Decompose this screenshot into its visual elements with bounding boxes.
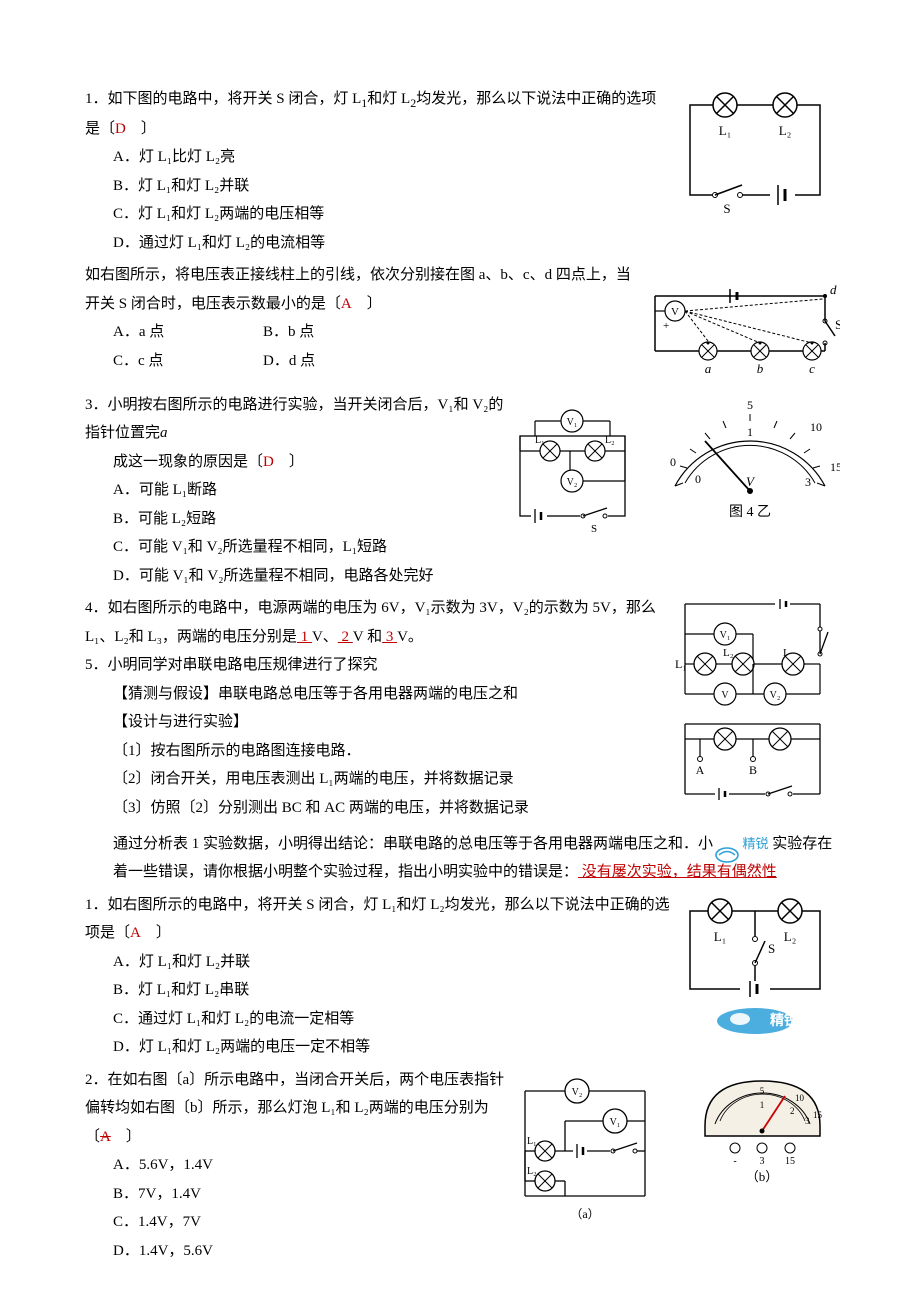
q4-ans3: 3 (382, 629, 397, 645)
q2-optB: B．b 点 (263, 318, 413, 347)
svg-text:L₂: L₂ (784, 929, 796, 944)
q3-optD: D．可能 V₁和 V₂所选量程不相同，电路各处完好 (113, 562, 840, 591)
q5-diagram: V₁ L₁ L₂ L₃ V V₂ (665, 594, 840, 830)
svg-text:精锐: 精锐 (770, 1012, 798, 1029)
question-4-5: V₁ L₁ L₂ L₃ V V₂ (85, 594, 840, 887)
svg-text:b: b (757, 361, 764, 376)
svg-text:V₂: V₂ (572, 1087, 583, 1098)
q5-concl: 通过分析表 1 实验数据，小明得出结论：串联电路的总电压等于各用电器两端电压之和… (113, 836, 713, 852)
svg-text:L₁: L₁ (527, 1136, 537, 1147)
q2b-meter: 5 10 15 1 2 3 - 3 15 （b） (685, 1066, 840, 1197)
svg-text:0: 0 (695, 472, 701, 486)
q2-answer: A (341, 296, 352, 312)
q1-s-label: S (723, 201, 730, 216)
q1-diagram: L₁ L₂ S (670, 85, 840, 231)
svg-text:10: 10 (810, 420, 822, 434)
svg-text:L₁: L₁ (714, 929, 726, 944)
svg-text:10: 10 (795, 1093, 805, 1103)
q4-ans1: 1 (297, 629, 312, 645)
q1-optD: D．通过灯 L₁和灯 L₂的电流相等 (113, 229, 840, 258)
q2b-optC: C．1.4V，7V (113, 1208, 840, 1237)
q2b-answer: A (100, 1129, 111, 1145)
svg-text:15: 15 (830, 460, 840, 474)
svg-text:V: V (746, 474, 756, 489)
svg-text:A: A (696, 763, 705, 777)
q1-text: 1．如下图的电路中，将开关 S 闭合，灯 L1和灯 L2均发光，那么以下说法中正… (85, 91, 656, 137)
question-1b: L₁ L₂ S 精锐 1．如右图所示的电路中，将开关 S 闭合，灯 L₁和灯 L… (85, 891, 840, 1062)
svg-text:-: - (733, 1156, 736, 1167)
q2-optC: C．c 点 (113, 347, 263, 376)
svg-text:L₂: L₂ (527, 1166, 537, 1177)
svg-text:3: 3 (805, 475, 811, 489)
svg-text:V₁: V₁ (567, 417, 578, 428)
svg-text:V₂: V₂ (770, 690, 781, 701)
svg-text:a: a (705, 361, 712, 376)
svg-text:5: 5 (760, 1086, 765, 1096)
svg-text:（b）: （b） (746, 1169, 779, 1184)
svg-text:c: c (809, 361, 815, 376)
svg-text:0: 0 (670, 455, 676, 469)
q4-ans2: 2 (338, 629, 353, 645)
q1b-text: 1．如右图所示的电路中，将开关 S 闭合，灯 L₁和灯 L₂均发光，那么以下说法… (85, 897, 670, 942)
svg-text:d: d (830, 282, 837, 297)
svg-text:V₂: V₂ (567, 477, 578, 488)
svg-text:1: 1 (760, 1100, 765, 1110)
svg-text:（a）: （a） (570, 1207, 599, 1221)
svg-text:V₁: V₁ (610, 1117, 621, 1128)
svg-text:L₂: L₂ (723, 647, 734, 659)
svg-text:L₂: L₂ (605, 435, 615, 446)
svg-text:V: V (721, 690, 729, 701)
watermark-label: 精锐 (743, 836, 769, 851)
q5-hyp-label: 【猜测与假设】 (113, 686, 218, 702)
svg-text:+: + (663, 320, 669, 332)
q2b-text: 2．在如右图〔a〕所示电路中，当闭合开关后，两个电压表指针偏转均如右图〔b〕所示… (85, 1072, 504, 1145)
q3-a-label: a (160, 425, 168, 441)
svg-text:5: 5 (747, 398, 753, 412)
q1-l1-label: L₁ (719, 123, 731, 138)
svg-text:B: B (749, 763, 757, 777)
svg-text:15: 15 (785, 1156, 795, 1167)
svg-text:S: S (591, 523, 597, 535)
q3-circuit-diagram: V₁ L₁ L₂ V₂ (505, 406, 640, 547)
q2-diagram: V + d S a (640, 281, 840, 387)
q2b-circuit: V₂ V₁ L₁ (505, 1066, 665, 1237)
svg-text:S: S (768, 941, 775, 956)
svg-text:2: 2 (790, 1106, 795, 1116)
q5-title: 小明同学对串联电路电压规律进行了探究 (108, 657, 378, 673)
q1-answer: D (115, 121, 126, 137)
question-1: L₁ L₂ S 1．如下图的电路中，将开关 S 闭合，灯 L1和灯 L2均发光，… (85, 85, 840, 257)
q3-meter-diagram: 5 10 15 0 1 0 3 V 图 4 乙 (655, 391, 840, 537)
svg-text:3: 3 (805, 1116, 810, 1126)
q3-optC: C．可能 V₁和 V₂所选量程不相同，L₁短路 (113, 533, 840, 562)
svg-text:1: 1 (747, 425, 753, 439)
svg-text:L₁: L₁ (535, 435, 545, 446)
question-2: V + d S a (85, 261, 840, 387)
q1b-diagram: L₁ L₂ S 精锐 (670, 891, 840, 1047)
question-2b: 5 10 15 1 2 3 - 3 15 （b） V₂ (85, 1066, 840, 1266)
svg-text:V₁: V₁ (720, 630, 731, 641)
q3-answer: D (263, 454, 274, 470)
q3-text: 3．小明按右图所示的电路进行实验，当开关闭合后，V₁和 V₂的指针位置完 (85, 397, 503, 442)
q2-optD: D．d 点 (263, 347, 413, 376)
q5-hyp: 串联电路总电压等于各用电器两端的电压之和 (218, 686, 518, 702)
q5-answer: 没有屡次实验，结果有偶然性 (578, 864, 777, 880)
svg-text:S: S (835, 317, 840, 332)
question-3: 5 10 15 0 1 0 3 V 图 4 乙 V₁ L₁ (85, 391, 840, 591)
svg-text:图 4 乙: 图 4 乙 (729, 504, 771, 520)
q2-optA: A．a 点 (113, 318, 263, 347)
watermark-icon (715, 846, 739, 864)
q1b-answer: A (130, 925, 141, 941)
svg-text:15: 15 (813, 1110, 823, 1120)
q2b-optD: D．1.4V，5.6V (113, 1237, 840, 1266)
q1-l2-label: L₂ (779, 123, 791, 138)
svg-text:V: V (671, 306, 679, 318)
svg-text:3: 3 (760, 1156, 765, 1167)
